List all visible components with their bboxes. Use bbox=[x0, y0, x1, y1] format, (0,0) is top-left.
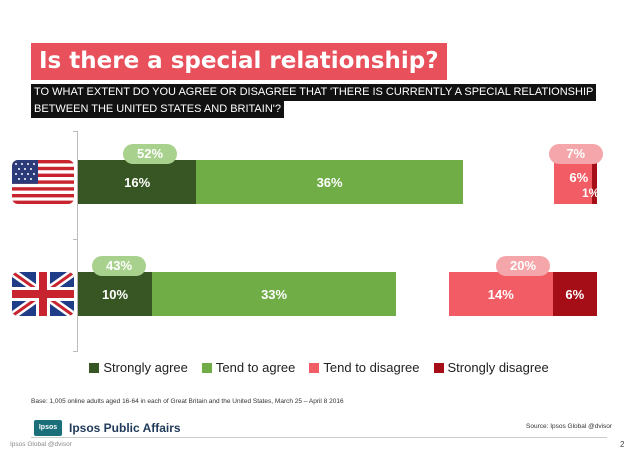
bar-label: 14% bbox=[487, 286, 514, 302]
question-text-line-1: TO WHAT EXTENT DO YOU AGREE OR DISAGREE … bbox=[31, 84, 597, 101]
bar-label-us-strongly-disagree: 1% bbox=[582, 186, 600, 200]
legend-label: Tend to agree bbox=[215, 360, 296, 375]
page-number: 2 bbox=[620, 440, 625, 449]
axis-tick bbox=[73, 131, 77, 132]
category-axis bbox=[77, 131, 78, 352]
legend-swatch bbox=[201, 362, 212, 373]
bar-uk-tend-to-agree: 33% bbox=[152, 272, 397, 316]
bar-us-tend-to-agree: 36% bbox=[196, 160, 463, 204]
source-note: Source: Ipsos Global @dvisor bbox=[526, 423, 613, 430]
footer-divider bbox=[31, 437, 607, 438]
legend-item-tend-to-agree: Tend to agree bbox=[201, 360, 296, 375]
bar-uk-strongly-disagree: 6% bbox=[552, 272, 597, 316]
axis-tick bbox=[73, 239, 77, 240]
legend-label: Tend to disagree bbox=[323, 360, 420, 375]
bar-label: 6% bbox=[565, 286, 585, 302]
page-title: Is there a special relationship? bbox=[31, 43, 447, 80]
bar-uk-tend-to-disagree: 14% bbox=[449, 272, 553, 316]
legend-item-strongly-disagree: Strongly disagree bbox=[433, 360, 549, 375]
bar-us-strongly-agree: 16% bbox=[78, 160, 197, 204]
bar-label: 33% bbox=[261, 286, 288, 302]
base-note: Base: 1,005 online adults aged 16-64 in … bbox=[31, 398, 344, 405]
agree-total-bubble-uk: 43% bbox=[92, 256, 146, 276]
agree-total-bubble-us: 52% bbox=[123, 144, 177, 164]
legend-label: Strongly disagree bbox=[447, 360, 549, 375]
axis-tick bbox=[73, 351, 77, 352]
legend-item-tend-to-disagree: Tend to disagree bbox=[309, 360, 420, 375]
chart-legend: Strongly agree Tend to agree Tend to dis… bbox=[0, 360, 638, 375]
uk-flag-icon bbox=[12, 272, 74, 316]
ipsos-logo: Ipsos bbox=[34, 420, 62, 436]
bar-label: 16% bbox=[124, 174, 151, 190]
legend-swatch bbox=[433, 362, 444, 373]
legend-item-strongly-agree: Strongly agree bbox=[89, 360, 188, 375]
bar-label: 6% bbox=[569, 170, 589, 185]
question-text-line-2: BETWEEN THE UNITED STATES AND BRITAIN'? bbox=[31, 101, 284, 118]
legend-label: Strongly agree bbox=[103, 360, 188, 375]
footer-copyright: Ipsos Global @dvisor bbox=[10, 441, 72, 448]
disagree-total-bubble-us: 7% bbox=[548, 144, 603, 164]
disagree-total-bubble-uk: 20% bbox=[496, 256, 550, 276]
bar-label: 10% bbox=[101, 286, 129, 302]
bar-label: 36% bbox=[316, 174, 343, 190]
us-flag-icon bbox=[12, 160, 74, 204]
bar-us-strongly-disagree bbox=[592, 160, 597, 204]
legend-swatch bbox=[309, 362, 320, 373]
legend-swatch bbox=[89, 362, 100, 373]
bar-uk-strongly-agree: 10% bbox=[78, 272, 152, 316]
brand-name: Ipsos Public Affairs bbox=[69, 421, 181, 435]
